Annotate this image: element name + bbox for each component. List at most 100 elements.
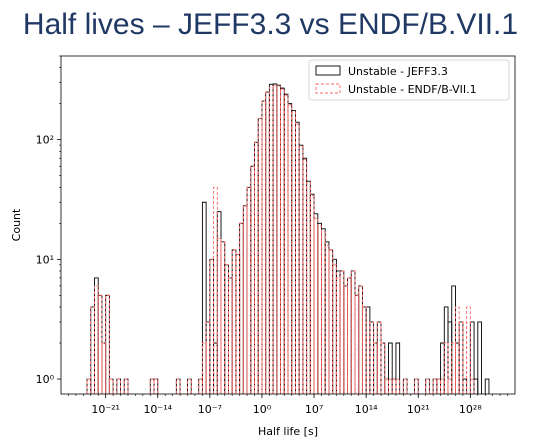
y-tick-label: 10⁰ — [36, 373, 55, 386]
jeff-bar-60 — [373, 342, 378, 394]
endf-bar-15 — [205, 321, 211, 394]
jeff-bar-11 — [175, 378, 181, 394]
endf-bar-60 — [373, 342, 378, 394]
endf-bar-46 — [321, 231, 326, 394]
endf-bar-48 — [328, 249, 334, 394]
jeff-bar-48 — [328, 249, 334, 394]
jeff-bar-6 — [108, 378, 114, 394]
jeff-bar-24 — [239, 222, 244, 394]
jeff-bar-78 — [462, 378, 468, 394]
endf-bar-32 — [268, 86, 274, 394]
jeff-bar-25 — [242, 205, 248, 394]
jeff-bar-31 — [265, 91, 270, 394]
endf-bar-1 — [90, 306, 95, 394]
endf-bar-58 — [365, 321, 371, 394]
jeff-bar-13 — [198, 378, 203, 394]
jeff-bar-66 — [395, 342, 401, 394]
jeff-bar-0 — [86, 378, 92, 394]
jeff-bar-1 — [90, 306, 95, 394]
jeff-bar-26 — [246, 186, 252, 394]
endf-bar-77 — [458, 321, 464, 394]
jeff-bar-57 — [361, 306, 367, 394]
endf-bar-28 — [254, 141, 259, 394]
endf-bar-66 — [395, 378, 401, 394]
endf-bar-13 — [198, 378, 203, 394]
endf-bar-56 — [358, 285, 363, 394]
jeff-bar-36 — [283, 93, 289, 394]
endf-bar-3 — [97, 294, 103, 394]
x-tick-label: 10⁻²¹ — [91, 403, 120, 416]
jeff-bar-75 — [451, 285, 456, 394]
endf-bar-11 — [175, 378, 181, 394]
y-tick-label: 10² — [36, 134, 54, 147]
jeff-bar-82 — [484, 378, 490, 394]
jeff-bar-50 — [335, 270, 341, 394]
jeff-bar-5 — [105, 294, 110, 394]
jeff-bar-41 — [302, 157, 308, 394]
y-axis-ticks: 10⁰ 10¹ 10² — [36, 55, 61, 386]
x-tick-label: 10¹⁴ — [355, 403, 378, 416]
legend: Unstable - JEFF3.3 Unstable - ENDF/B-VII… — [308, 59, 510, 101]
legend-label-jeff: Unstable - JEFF3.3 — [348, 65, 448, 78]
jeff-bar-12 — [187, 378, 192, 394]
endf-bar-27 — [250, 165, 255, 394]
jeff-bar-55 — [354, 294, 360, 394]
endf-bar-57 — [361, 306, 367, 394]
jeff-bar-74 — [447, 321, 453, 394]
jeff-bar-4 — [101, 342, 107, 394]
endf-bar-22 — [231, 249, 237, 394]
endf-bar-20 — [224, 264, 229, 394]
jeff-bar-54 — [350, 270, 356, 394]
endf-bar-50 — [335, 277, 341, 394]
jeff-bar-65 — [391, 378, 397, 394]
jeff-bar-80 — [473, 378, 479, 394]
endf-bar-55 — [354, 294, 360, 394]
jeff-bar-29 — [257, 118, 263, 394]
endf-bar-35 — [280, 88, 285, 394]
jeff-bar-64 — [388, 342, 393, 394]
jeff-bar-52 — [343, 285, 348, 394]
endf-bar-62 — [380, 342, 386, 394]
endf-bar-44 — [313, 217, 319, 394]
endf-bar-72 — [440, 378, 445, 394]
endf-bar-14 — [201, 342, 207, 394]
jeff-bar-59 — [369, 321, 375, 394]
jeff-bar-30 — [261, 100, 267, 394]
jeff-bar-34 — [276, 84, 282, 394]
jeff-bar-19 — [220, 241, 226, 394]
jeff-bar-79 — [469, 321, 475, 394]
endf-bar-54 — [350, 270, 356, 394]
endf-bar-79 — [466, 306, 471, 394]
endf-bar-37 — [287, 104, 293, 394]
jeff-bar-40 — [298, 144, 304, 394]
jeff-bar-45 — [317, 222, 322, 394]
plot-frame — [60, 55, 516, 395]
jeff-bar-73 — [443, 306, 449, 394]
jeff-bar-23 — [235, 253, 241, 394]
endf-bar-26 — [246, 186, 252, 394]
endf-bar-42 — [306, 181, 311, 394]
jeff-bar-76 — [455, 342, 460, 394]
x-tick-label: 10⁻¹⁴ — [143, 403, 172, 416]
x-tick-label: 10⁷ — [305, 403, 323, 416]
endf-bar-8 — [123, 378, 129, 394]
endf-bar-21 — [228, 277, 233, 394]
legend-label-endf: Unstable - ENDF/B-VII.1 — [348, 83, 477, 96]
endf-bar-63 — [384, 378, 389, 394]
legend-swatch-endf — [315, 83, 341, 94]
jeff-bar-27 — [250, 165, 255, 394]
jeff-bar-28 — [254, 141, 259, 394]
jeff-bar-33 — [272, 83, 278, 394]
endf-bar-59 — [369, 321, 375, 394]
jeff-bar-67 — [402, 378, 408, 394]
endf-bar-51 — [339, 270, 345, 394]
endf-bar-30 — [261, 100, 267, 394]
jeff-bar-77 — [458, 321, 464, 394]
x-tick-label: 10²⁸ — [459, 403, 482, 416]
endf-bar-78 — [462, 321, 468, 394]
x-tick-label: 10⁰ — [253, 403, 272, 416]
endf-bar-29 — [257, 118, 263, 394]
jeff-bar-37 — [287, 103, 293, 394]
jeff-bar-68 — [414, 378, 419, 394]
endf-bar-45 — [317, 225, 322, 394]
